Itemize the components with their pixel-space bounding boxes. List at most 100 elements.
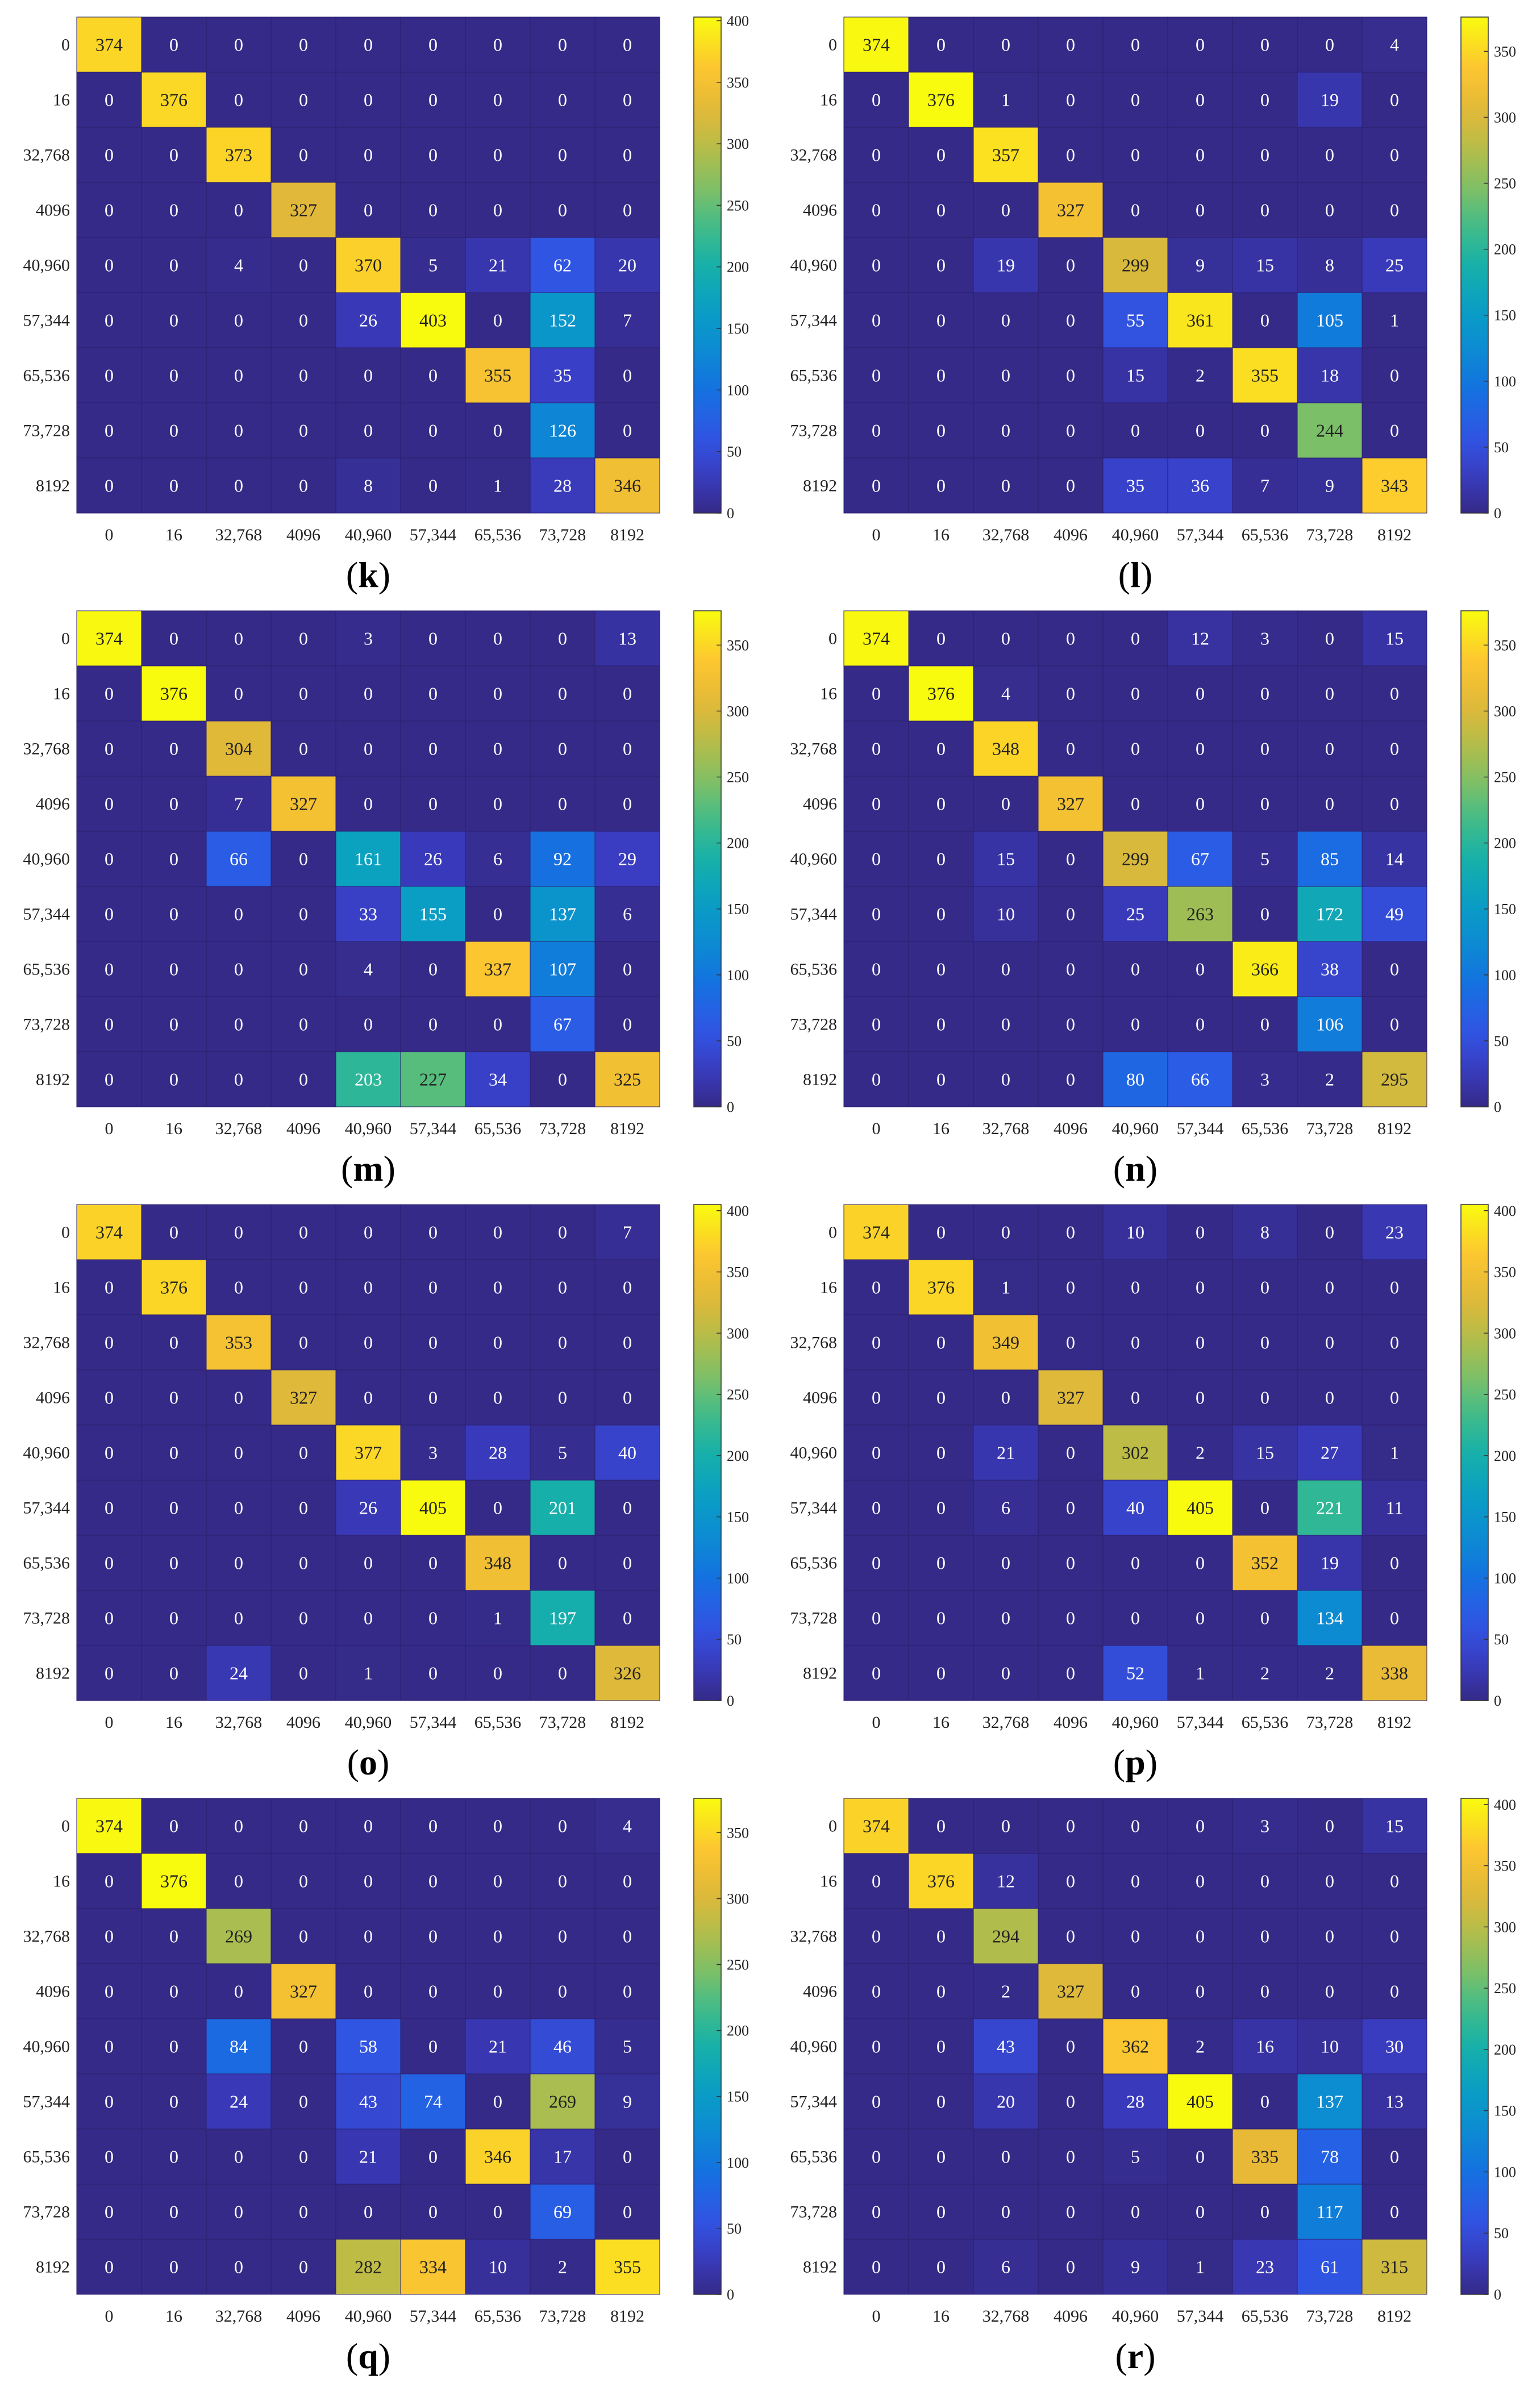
heatmap-cell [335,2073,401,2130]
heatmap-cell [1038,127,1104,183]
x-tick-label: 40,960 [345,526,392,544]
cell-value-label: 0 [105,1069,114,1090]
cell-value-label: 0 [1196,200,1205,220]
colorbar-tick-label: 50 [1494,2225,1509,2242]
y-tick-label: 0 [828,630,837,648]
heatmap-cell [465,2239,531,2295]
cell-value-label: 9 [1131,2257,1140,2277]
cell-value-label: 0 [623,2147,632,2167]
cell-value-label: 0 [428,1388,438,1408]
heatmap-cell [594,292,660,348]
heatmap-cell [270,831,336,887]
cell-value-label: 66 [230,849,248,869]
cell-value-label: 0 [299,310,308,331]
heatmap-cell [206,16,272,73]
cell-value-label: 0 [364,145,373,165]
heatmap-cell [400,347,466,403]
heatmap-cell [1297,402,1363,459]
cell-value-label: 0 [1196,684,1205,704]
cell-value-label: 0 [1196,90,1205,110]
heatmap-cell [76,1963,142,2019]
y-tick-label: 40,960 [790,850,838,869]
x-tick-label: 73,728 [1306,1119,1354,1138]
heatmap-cell [843,402,909,459]
heatmap-cell [594,996,660,1052]
cell-value-label: 0 [493,1816,502,1836]
colorbar-tick-label: 250 [1494,176,1516,192]
cell-value-label: 0 [299,1277,308,1298]
cell-value-label: 0 [1066,1277,1075,1298]
heatmap-cell [1297,1853,1363,1909]
cell-value-label: 0 [1066,2092,1075,2112]
cell-value-label: 10 [997,904,1015,924]
cell-value-label: 26 [359,310,377,331]
heatmap-cell [1038,2073,1104,2130]
cell-value-label: 0 [1131,1388,1140,1408]
heatmap-cell [141,1908,207,1964]
cell-value-label: 1 [1196,1663,1205,1684]
cell-value-label: 0 [936,1663,946,1684]
cell-value-label: 0 [872,1553,881,1573]
cell-value-label: 35 [553,365,572,386]
x-tick-label: 73,728 [1306,2307,1354,2326]
heatmap-cell [1362,182,1427,238]
cell-value-label: 105 [1316,310,1343,331]
cell-value-label: 337 [484,959,511,980]
cell-value-label: 0 [623,1608,632,1628]
heatmap-cell [270,776,336,832]
cell-value-label: 0 [299,1816,308,1836]
cell-value-label: 0 [558,1222,567,1243]
heatmap-cell [76,402,142,459]
heatmap-cell [335,1908,401,1964]
heatmap-cell [1167,1314,1233,1370]
cell-value-label: 3 [364,628,373,649]
heatmap-cell [1362,886,1427,942]
heatmap-cell [1167,2073,1233,2130]
cell-value-label: 0 [169,1332,178,1353]
panel-caption: (k) [346,555,390,595]
cell-value-label: 0 [299,420,308,441]
cell-value-label: 15 [1126,365,1144,386]
colorbar-tick-label: 0 [727,505,734,522]
colorbar-tick-label: 100 [727,2155,749,2171]
cell-value-label: 6 [623,904,632,924]
cell-value-label: 52 [1126,1663,1144,1684]
cell-value-label: 0 [1196,2202,1205,2222]
cell-value-label: 26 [424,849,442,869]
cell-value-label: 0 [936,476,946,496]
cell-value-label: 61 [1321,2257,1339,2277]
cell-value-label: 0 [558,1926,567,1947]
heatmap-cell [530,1314,596,1370]
y-tick-label: 57,344 [23,905,70,924]
heatmap-cell [1102,886,1168,942]
y-tick-label: 0 [828,1817,837,1836]
heatmap-cell [141,1798,207,1854]
cell-value-label: 0 [1131,1553,1140,1573]
cell-value-label: 0 [1066,255,1075,276]
cell-value-label: 0 [234,628,243,649]
cell-value-label: 0 [299,145,308,165]
cell-value-label: 0 [493,1014,502,1035]
cell-value-label: 20 [618,255,636,276]
cell-value-label: 26 [359,1498,377,1518]
cell-value-label: 0 [105,1388,114,1408]
cell-value-label: 0 [105,1871,114,1892]
heatmap-cell [594,1051,660,1107]
heatmap-cell [530,292,596,348]
x-tick-label: 0 [105,2307,114,2326]
heatmap-cell [206,886,272,942]
heatmap-cell [973,347,1039,403]
cell-value-label: 405 [1186,2092,1214,2112]
colorbar-tick-label: 300 [1494,1325,1516,1342]
cell-value-label: 327 [290,200,317,220]
cell-value-label: 315 [1381,2257,1408,2277]
cell-value-label: 0 [936,420,946,441]
cell-value-label: 8 [1260,1222,1269,1243]
cell-value-label: 0 [428,1663,438,1684]
heatmap-cell [594,2184,660,2240]
heatmap-cell [1232,457,1298,514]
cell-value-label: 263 [1186,904,1214,924]
cell-value-label: 0 [1196,1871,1205,1892]
cell-value-label: 0 [364,739,373,759]
heatmap-cell [1038,665,1104,722]
